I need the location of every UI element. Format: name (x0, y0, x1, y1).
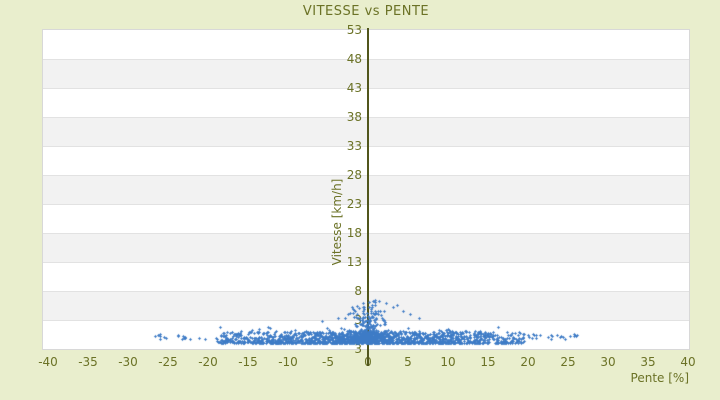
x-tick-label: -20 (198, 355, 218, 369)
grid-band (43, 291, 689, 320)
y-axis-min-label: 3 (354, 342, 362, 356)
x-tick-label: 40 (680, 355, 696, 369)
y-tick-label: 38 (346, 110, 362, 124)
x-tick-label: 35 (640, 355, 656, 369)
grid-band (43, 30, 689, 59)
y-tick-label: 48 (346, 52, 362, 66)
y-tick-label: 43 (346, 81, 362, 95)
x-tick-label: 10 (440, 355, 456, 369)
grid-band (43, 175, 689, 204)
x-tick-label: -35 (78, 355, 98, 369)
x-tick-label: 15 (480, 355, 496, 369)
x-tick-label: -25 (158, 355, 178, 369)
y-tick-label: 8 (354, 284, 362, 298)
y-axis-title: Vitesse [km/h] (330, 178, 344, 266)
x-tick-label: -5 (322, 355, 334, 369)
x-tick-label: -30 (118, 355, 138, 369)
grid-band (43, 262, 689, 291)
y-tick-label: 3 (354, 313, 362, 327)
y-tick-label: 33 (346, 139, 362, 153)
grid-band (43, 233, 689, 262)
x-tick-label: -15 (238, 355, 258, 369)
x-tick-label: 20 (520, 355, 536, 369)
x-tick-label: 25 (560, 355, 576, 369)
grid-band (43, 320, 689, 349)
plot-area: 53 48 43 38 33 28 23 18 13 8 3 3 (42, 23, 690, 366)
grid-band (43, 146, 689, 175)
grid-band (43, 117, 689, 146)
x-tick-label: -10 (278, 355, 298, 369)
grid-band (43, 88, 689, 117)
x-axis-title: Pente [%] (630, 371, 689, 385)
chart-title: VITESSE vs PENTE (302, 4, 430, 19)
y-tick-label: 53 (346, 23, 362, 37)
y-axis-line (367, 28, 369, 366)
x-tick-label: -40 (38, 355, 58, 369)
grid-band (43, 59, 689, 88)
x-tick-label: 5 (404, 355, 412, 369)
grid-band (43, 204, 689, 233)
x-tick-label: 30 (600, 355, 616, 369)
